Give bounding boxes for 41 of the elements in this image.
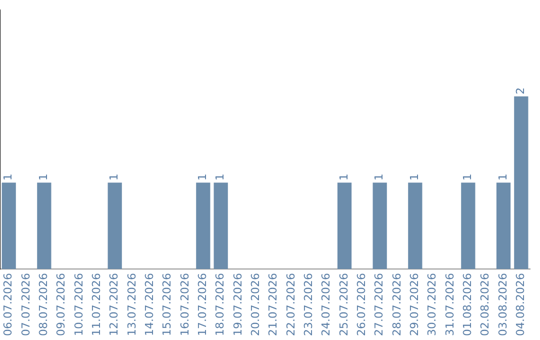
x-tick-label: 26.07.2026 — [355, 273, 368, 336]
x-tick-label: 20.07.2026 — [249, 273, 262, 336]
x-tick-label: 23.07.2026 — [302, 273, 316, 336]
x-tick-label: 10.07.2026 — [72, 273, 86, 336]
x-tick-label: 12.07.2026 — [108, 273, 121, 336]
x-tick-label: 08.07.2026 — [37, 273, 50, 336]
data-label: 1 — [496, 174, 510, 181]
data-label: 2 — [514, 87, 528, 94]
x-tick-label: 27.07.2026 — [372, 273, 386, 336]
x-tick-label: 03.08.2026 — [496, 273, 510, 336]
x-tick-label: 09.07.2026 — [54, 273, 68, 336]
data-label: 1 — [461, 174, 474, 181]
x-tick-label: 14.07.2026 — [143, 273, 156, 336]
x-tick-label: 30.07.2026 — [426, 273, 439, 336]
x-tick-label: 19.07.2026 — [231, 273, 244, 336]
data-label: 1 — [196, 174, 210, 181]
data-label: 1 — [337, 174, 350, 181]
data-label: 1 — [2, 174, 15, 181]
x-tick-label: 22.07.2026 — [284, 273, 298, 336]
x-tick-label: 21.07.2026 — [266, 273, 280, 336]
x-tick-label: 25.07.2026 — [337, 273, 350, 336]
x-tick-label: 24.07.2026 — [320, 273, 333, 336]
data-label: 1 — [214, 174, 227, 181]
data-label: 1 — [37, 174, 50, 181]
data-label: 1 — [408, 174, 422, 181]
x-tick-label: 07.07.2026 — [19, 273, 32, 336]
x-tick-label: 02.08.2026 — [478, 273, 492, 336]
x-tick-label: 16.07.2026 — [178, 273, 192, 336]
x-tick-label: 18.07.2026 — [214, 273, 227, 336]
x-tick-label: 04.08.2026 — [514, 273, 528, 336]
x-tick-label: 29.07.2026 — [408, 273, 422, 336]
data-label: 1 — [372, 174, 386, 181]
x-tick-label: 06.07.2026 — [2, 273, 15, 336]
x-tick-label: 17.07.2026 — [196, 273, 210, 336]
data-label: 1 — [108, 174, 121, 181]
x-tick-label: 11.07.2026 — [90, 273, 104, 336]
x-tick-label: 13.07.2026 — [125, 273, 138, 336]
x-tick-label: 31.07.2026 — [443, 273, 456, 336]
x-tick-label: 28.07.2026 — [390, 273, 404, 336]
x-tick-label: 01.08.2026 — [461, 273, 474, 336]
x-tick-label: 15.07.2026 — [160, 273, 174, 336]
